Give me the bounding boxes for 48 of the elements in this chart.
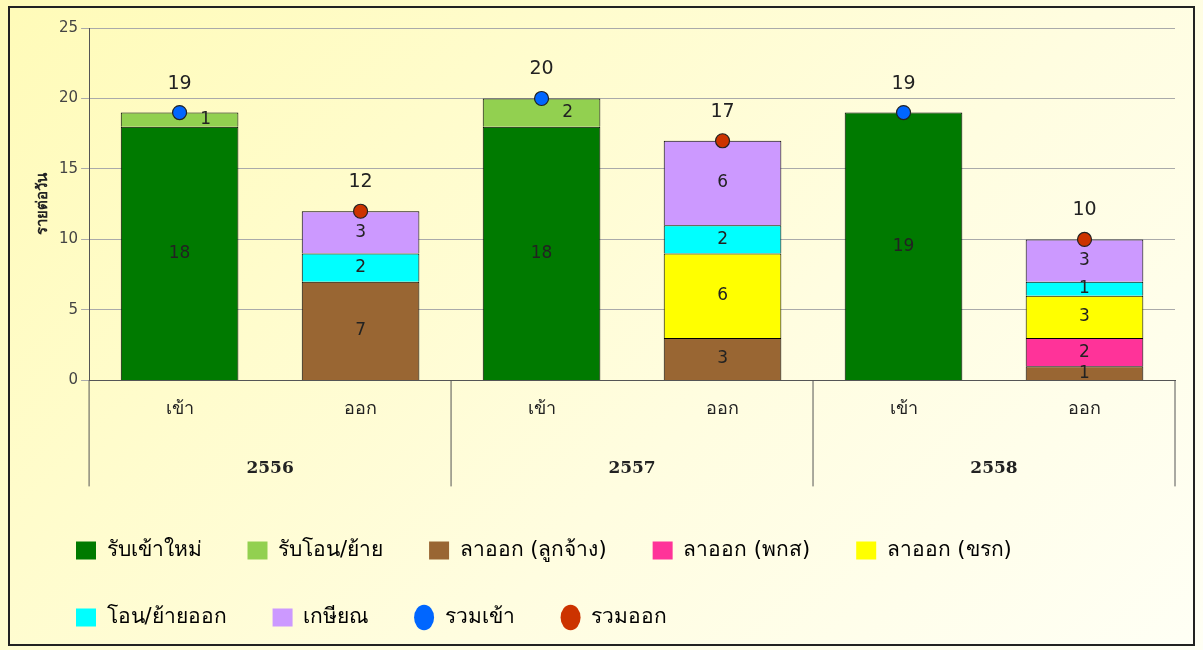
data-label: 19 bbox=[167, 70, 192, 93]
x-tick-label: ออก bbox=[1068, 396, 1102, 418]
data-label: 18 bbox=[168, 241, 191, 262]
data-label: 6 bbox=[717, 171, 728, 192]
x-tick-label: เข้า bbox=[165, 396, 194, 418]
data-label: 2 bbox=[355, 256, 366, 277]
text: 2557 bbox=[608, 456, 656, 477]
data-label: 1 bbox=[1079, 361, 1090, 382]
text: 2558 bbox=[970, 456, 1018, 477]
legend-label: เกษียณ bbox=[303, 603, 369, 628]
data-label: 20 bbox=[529, 56, 554, 79]
y-tick-label: 20 bbox=[58, 88, 79, 107]
y-tick-label: 5 bbox=[68, 299, 79, 318]
data-label: 3 bbox=[1079, 305, 1090, 326]
legend-label: ลาออก (ขรก) bbox=[886, 536, 1012, 561]
y-tick-label: 15 bbox=[58, 158, 79, 177]
data-label: 3 bbox=[717, 347, 728, 368]
text: 2556 bbox=[246, 456, 294, 477]
legend-label: รวมออก bbox=[591, 603, 668, 628]
data-label: 12 bbox=[348, 169, 373, 192]
data-label: 7 bbox=[355, 319, 366, 340]
y-tick-label: 25 bbox=[58, 17, 79, 36]
data-label: 3 bbox=[355, 220, 366, 241]
data-label: 2 bbox=[717, 227, 728, 248]
data-label: 1 bbox=[200, 108, 211, 129]
x-tick-label: ออก bbox=[706, 396, 740, 418]
data-label: 6 bbox=[717, 284, 728, 305]
y-tick-label: 0 bbox=[68, 370, 79, 389]
x-tick-label: เข้า bbox=[527, 396, 556, 418]
data-label: 17 bbox=[710, 98, 735, 121]
legend-label: ลาออก (ลูกจ้าง) bbox=[459, 536, 607, 562]
legend-label: รวมเข้า bbox=[444, 603, 515, 628]
x-tick-label: ออก bbox=[344, 396, 378, 418]
y-tick-label: 10 bbox=[58, 229, 79, 248]
data-label: 10 bbox=[1072, 197, 1097, 220]
legend-label: รับโอน/ย้าย bbox=[278, 536, 384, 561]
data-label: 3 bbox=[1079, 249, 1090, 270]
data-label: 2 bbox=[1079, 340, 1090, 361]
data-label: 18 bbox=[530, 241, 553, 262]
data-label: 19 bbox=[891, 70, 916, 93]
legend-label: รับเข้าใหม่ bbox=[106, 536, 202, 561]
legend-label: โอน/ย้ายออก bbox=[106, 603, 227, 628]
data-label: 1 bbox=[1079, 277, 1090, 298]
data-label: 19 bbox=[892, 234, 915, 255]
legend-label: ลาออก (พกส) bbox=[683, 536, 811, 561]
data-label: 2 bbox=[562, 101, 573, 121]
x-tick-label: เข้า bbox=[889, 396, 918, 418]
y-axis-title: รายต่อวัน bbox=[32, 172, 51, 236]
